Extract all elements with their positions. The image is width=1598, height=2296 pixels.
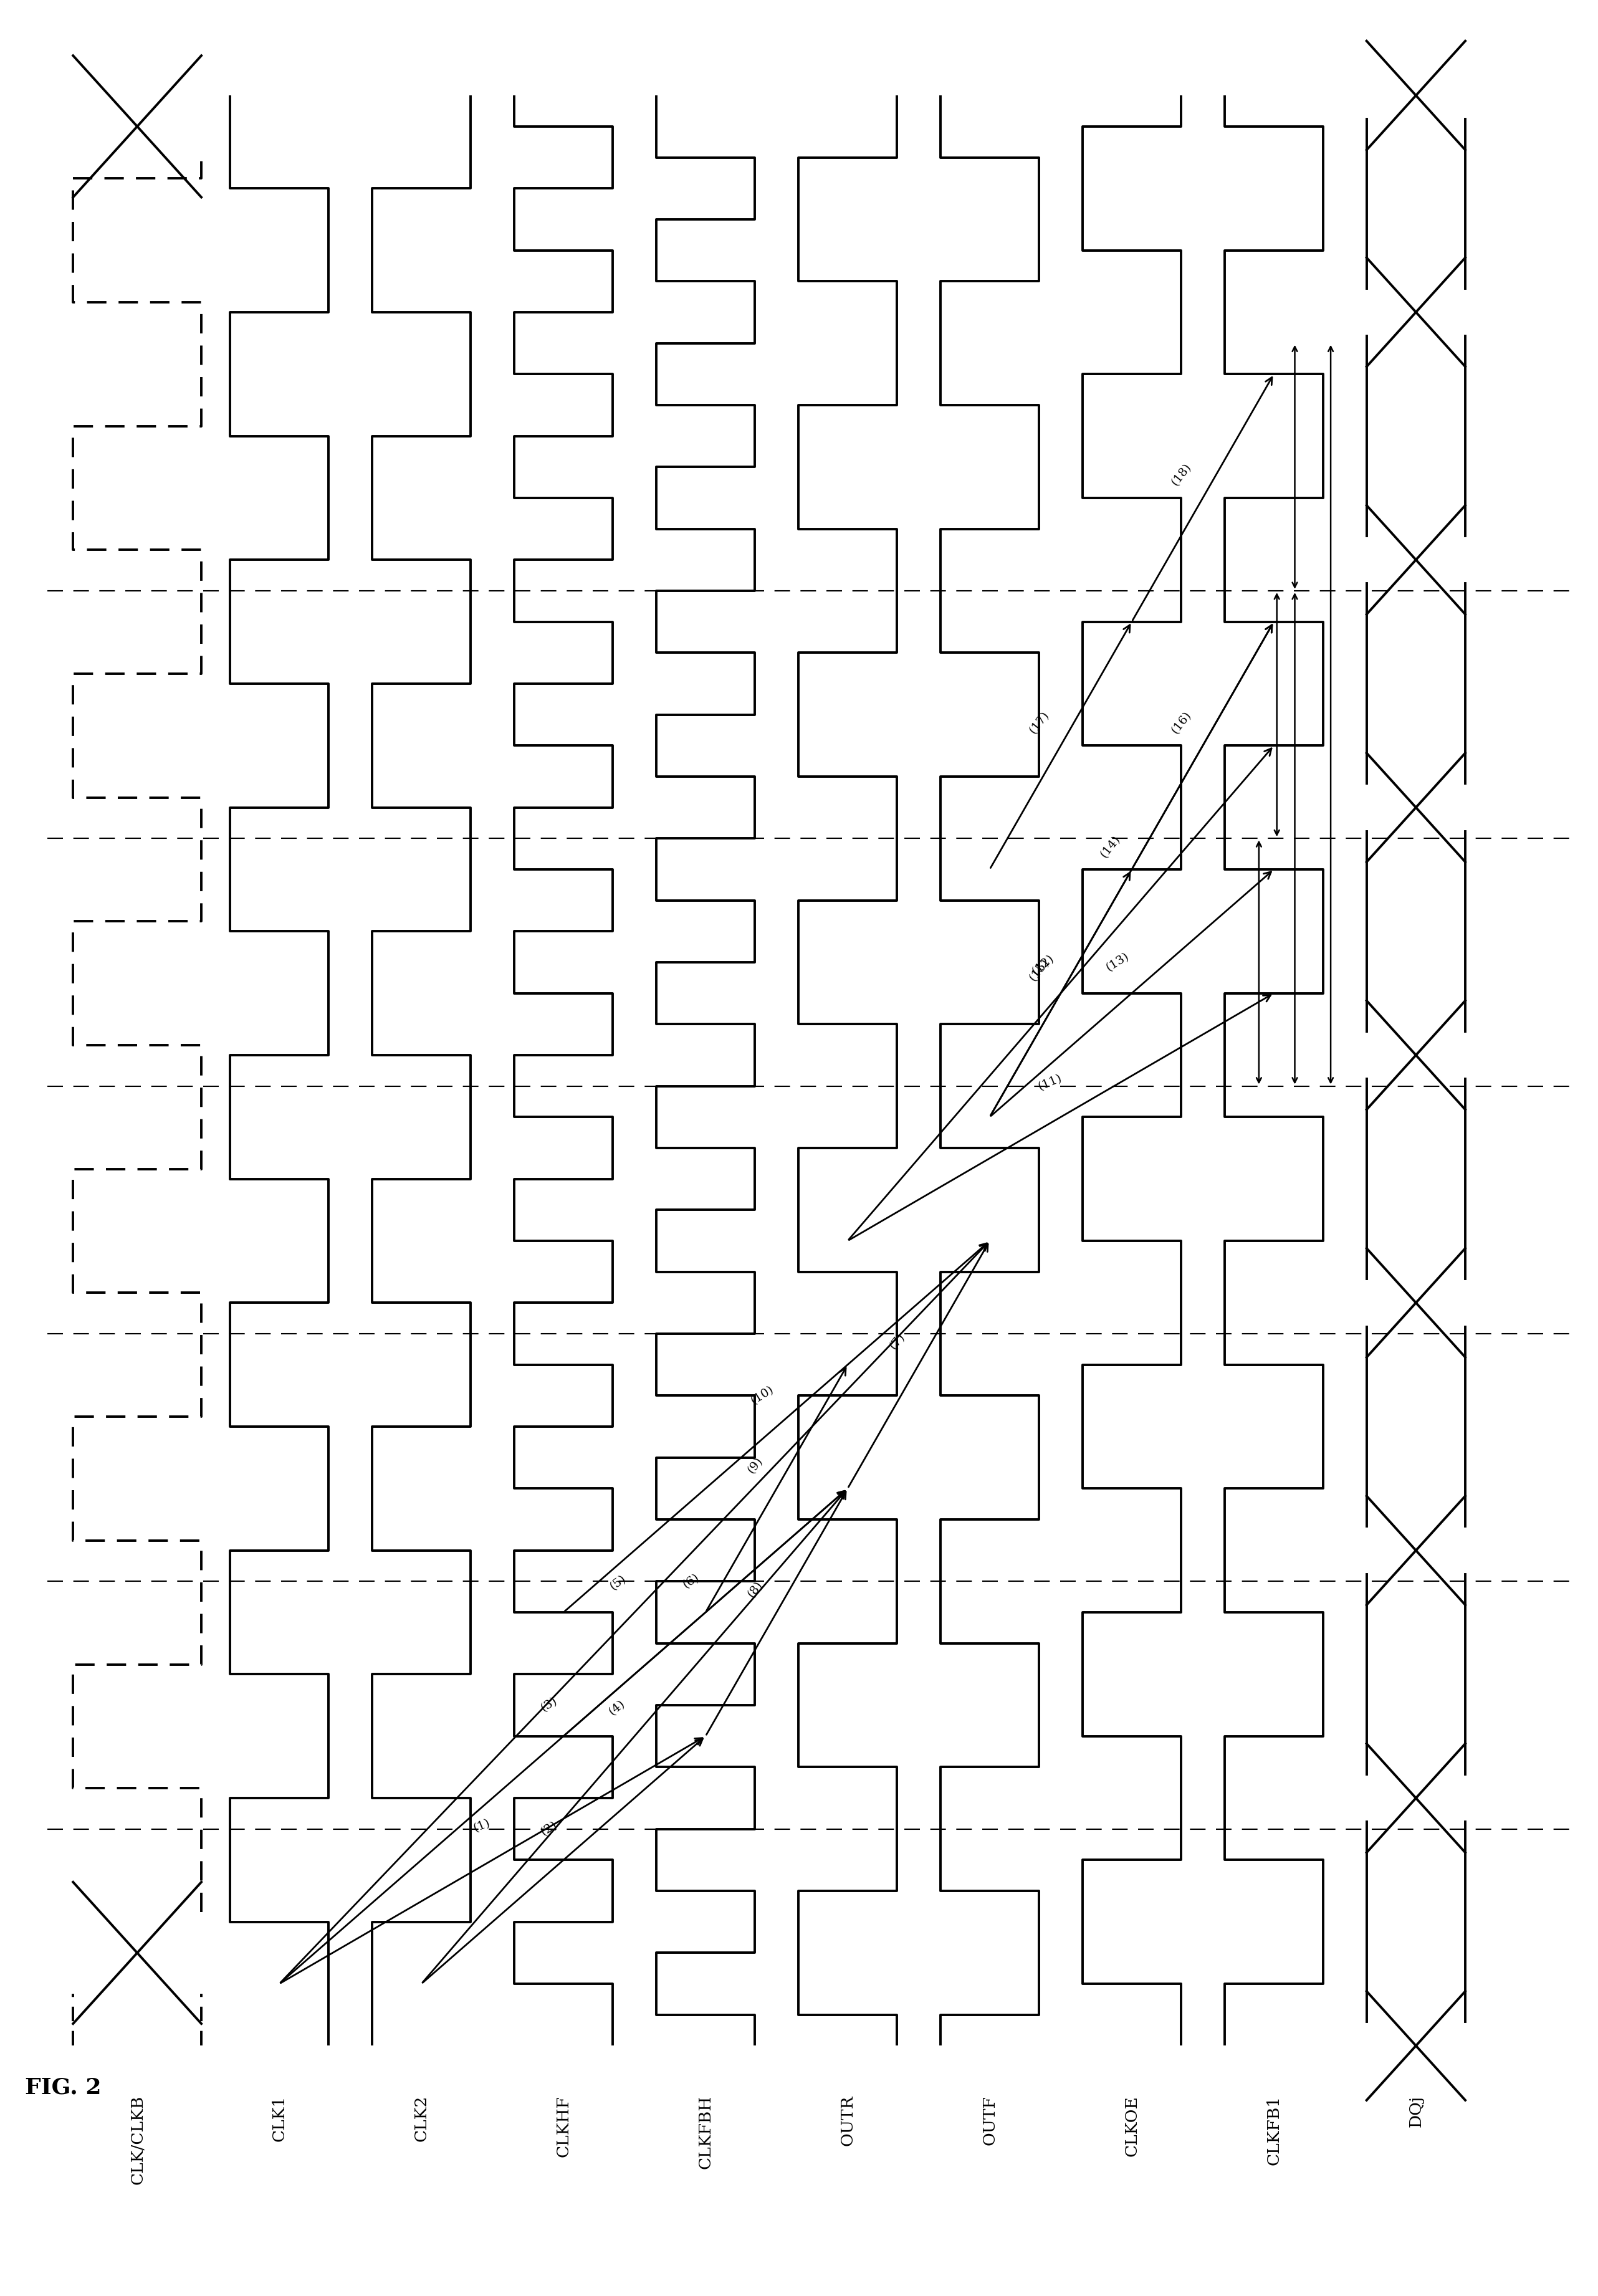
Text: (10): (10): [749, 1384, 775, 1407]
Text: CLK/CLKB: CLK/CLKB: [129, 2096, 145, 2183]
Text: DQj: DQj: [1408, 2096, 1424, 2126]
Text: (2): (2): [539, 1818, 559, 1837]
Text: (6): (6): [681, 1573, 702, 1591]
Text: (8): (8): [746, 1580, 765, 1600]
Text: (3): (3): [539, 1694, 559, 1715]
Text: OUTF: OUTF: [981, 2096, 997, 2144]
Text: FIG. 2: FIG. 2: [26, 2076, 101, 2099]
Text: (4): (4): [607, 1699, 628, 1717]
Text: (15): (15): [1028, 957, 1051, 983]
Text: (11): (11): [1037, 1072, 1064, 1093]
Text: (9): (9): [746, 1456, 765, 1476]
Text: (18): (18): [1170, 461, 1194, 489]
Text: CLKOE: CLKOE: [1123, 2096, 1139, 2156]
Text: (17): (17): [1028, 709, 1051, 735]
Text: (13): (13): [1104, 951, 1131, 974]
Text: OUTR: OUTR: [841, 2096, 855, 2147]
Text: (14): (14): [1098, 833, 1123, 859]
Text: CLKHF: CLKHF: [556, 2096, 570, 2156]
Text: CLKFBH: CLKFBH: [698, 2096, 713, 2170]
Text: CLKFB1: CLKFB1: [1266, 2096, 1282, 2165]
Text: (1): (1): [471, 1816, 492, 1835]
Text: (5): (5): [607, 1573, 628, 1593]
Text: CLK1: CLK1: [272, 2096, 288, 2142]
Text: (16): (16): [1170, 709, 1194, 735]
Text: CLK2: CLK2: [414, 2096, 430, 2142]
Text: (7): (7): [888, 1332, 908, 1352]
Text: (12): (12): [1031, 953, 1056, 978]
